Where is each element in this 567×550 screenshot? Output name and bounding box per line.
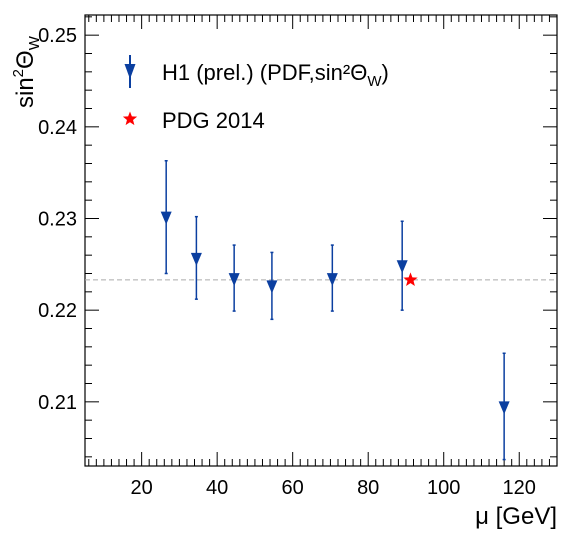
plot-frame — [84, 14, 558, 467]
h1-data-point — [160, 211, 172, 225]
data-points — [160, 160, 510, 461]
x-tick-label: 100 — [427, 477, 460, 499]
legend-h1-marker — [124, 55, 136, 88]
y-tick-label: 0.21 — [38, 392, 77, 414]
y-tick-label: 0.24 — [38, 117, 77, 139]
legend-h1-sub: W — [367, 73, 382, 90]
pdg-data-point — [403, 272, 418, 286]
y-label-theta: Θ — [12, 50, 39, 69]
legend-h1-name: H1 (prel.) (PDF,sin²Θ — [162, 60, 367, 85]
x-tick-label: 120 — [503, 477, 536, 499]
h1-data-point — [326, 273, 338, 287]
y-label-base: sin — [12, 77, 39, 108]
h1-data-point — [396, 260, 408, 274]
h1-data-point — [228, 273, 240, 287]
x-tick-label: 80 — [357, 477, 379, 499]
legend-h1-tail: ) — [382, 60, 389, 85]
legend-pdg-marker — [122, 111, 138, 126]
y-tick-label: 0.25 — [38, 25, 77, 47]
legend: H1 (prel.) (PDF,sin²ΘW) PDG 2014 — [122, 55, 389, 133]
y-tick-label: 0.22 — [38, 300, 77, 322]
h1-data-point — [190, 252, 202, 266]
x-tick-label: 60 — [282, 477, 304, 499]
h1-data-point — [266, 280, 278, 294]
legend-h1-label: H1 (prel.) (PDF,sin²ΘW) — [162, 60, 389, 90]
x-tick-label: 20 — [131, 477, 153, 499]
h1-data-point — [498, 401, 510, 415]
x-tick-label: 40 — [206, 477, 228, 499]
y-label-sub: W — [26, 35, 43, 50]
axis-ticks: 20 40 60 80 100 120 0.21 0.22 0.23 0.24 0.25 — [38, 15, 558, 499]
y-label-sup: 2 — [10, 69, 27, 77]
y-axis-label: sin2ΘW — [10, 35, 43, 108]
x-axis-label: μ [GeV] — [475, 503, 557, 530]
legend-pdg-label: PDG 2014 — [162, 108, 265, 133]
y-tick-label: 0.23 — [38, 209, 77, 231]
